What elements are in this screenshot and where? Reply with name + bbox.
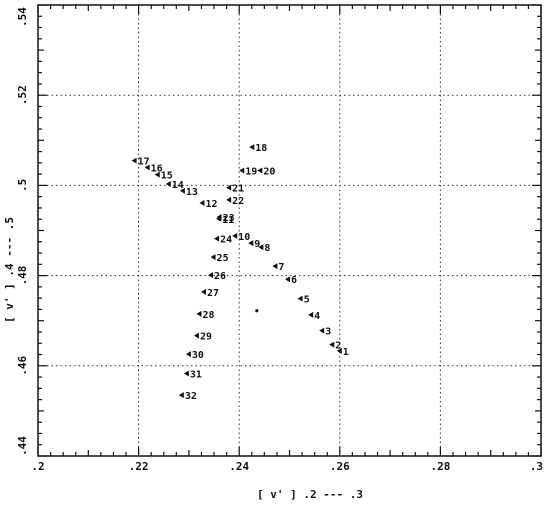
data-point-marker xyxy=(183,370,189,377)
x-tick-label: .22 xyxy=(129,460,149,473)
data-point-marker xyxy=(308,311,314,318)
data-point-label: 14 xyxy=(172,180,184,191)
data-point-label: 19 xyxy=(245,167,257,178)
data-point-marker xyxy=(336,347,342,354)
data-point-label: 5 xyxy=(304,295,310,306)
data-point-marker xyxy=(165,181,171,188)
data-point-marker xyxy=(319,327,325,334)
data-point-label: 4 xyxy=(314,311,320,322)
data-point-label: 11 xyxy=(222,215,234,226)
data-point-marker xyxy=(196,310,202,317)
x-tick-label: .26 xyxy=(330,460,350,473)
data-point-marker xyxy=(214,235,220,242)
data-point-marker xyxy=(193,332,199,339)
axis-ticks: .2 .22 .24 .26 .28 .3 .44 .46 .48 .5 .52 .54 xyxy=(16,4,543,473)
data-point-label: 22 xyxy=(232,196,244,207)
data-point-label: 32 xyxy=(185,391,197,402)
data-point-marker xyxy=(272,263,278,270)
data-point-marker xyxy=(226,184,232,191)
x-tick-label: .2 xyxy=(31,460,44,473)
data-point-marker xyxy=(248,240,254,247)
data-point-marker xyxy=(200,288,206,295)
data-point-label: 15 xyxy=(161,171,173,182)
data-point-label: 16 xyxy=(151,163,163,174)
data-point-marker xyxy=(258,244,264,251)
data-point-marker xyxy=(329,341,335,348)
y-tick-label: .46 xyxy=(16,355,29,375)
data-point-marker xyxy=(216,213,222,220)
data-point-marker xyxy=(249,144,255,151)
y-tick-label: .48 xyxy=(16,266,29,286)
data-point-marker xyxy=(185,351,191,358)
data-point-label: 27 xyxy=(207,288,219,299)
data-point-label: 21 xyxy=(232,184,244,195)
data-point-marker xyxy=(232,232,238,239)
x-tick-label: .28 xyxy=(430,460,450,473)
data-point-label: 3 xyxy=(325,327,331,338)
data-point-label: 23 xyxy=(223,213,235,224)
y-axis-title: [ v' ] .4 --- .5 xyxy=(3,217,16,323)
data-point-label: 17 xyxy=(138,157,150,168)
data-point-marker xyxy=(239,167,245,174)
data-point-label: 8 xyxy=(264,243,270,254)
data-point-label: 20 xyxy=(263,167,275,178)
data-point-marker xyxy=(131,157,137,164)
x-tick-label: .24 xyxy=(229,460,249,473)
data-point-dot xyxy=(255,309,259,313)
data-point-label: 7 xyxy=(278,262,284,273)
data-point-marker xyxy=(284,276,290,283)
data-point-label: 2 xyxy=(335,341,341,352)
data-point-label: 1 xyxy=(343,347,349,358)
data-point-label: 10 xyxy=(238,232,250,243)
y-tick-label: .5 xyxy=(16,179,29,192)
data-point-marker xyxy=(199,199,205,206)
data-point-marker xyxy=(257,167,263,174)
grid-lines xyxy=(38,5,541,456)
data-point-marker xyxy=(178,392,184,399)
data-point-label: 9 xyxy=(254,239,260,250)
data-point-marker xyxy=(144,164,150,171)
y-tick-label: .54 xyxy=(16,7,29,27)
data-point-label: 12 xyxy=(205,199,217,210)
x-tick-label: .3 xyxy=(530,460,543,473)
data-point-label: 25 xyxy=(217,253,229,264)
data-point-marker xyxy=(208,272,214,279)
data-point-label: 31 xyxy=(190,369,202,380)
data-point-marker xyxy=(154,171,160,178)
data-point-label: 26 xyxy=(214,271,226,282)
y-tick-label: .52 xyxy=(16,85,29,105)
y-tick-label: .44 xyxy=(16,436,29,456)
data-point-label: 13 xyxy=(186,187,198,198)
data-point-marker xyxy=(179,187,185,194)
data-point-label: 6 xyxy=(291,275,297,286)
data-point-label: 29 xyxy=(200,332,212,343)
data-point-marker xyxy=(226,196,232,203)
data-point-label: 24 xyxy=(220,235,232,246)
data-point-label: 18 xyxy=(255,143,267,154)
data-point-marker xyxy=(210,254,216,261)
data-point-marker xyxy=(297,295,303,302)
x-axis-title: [ v' ] .2 --- .3 xyxy=(257,488,363,501)
data-point-label: 30 xyxy=(192,350,204,361)
data-point-label: 28 xyxy=(202,310,214,321)
